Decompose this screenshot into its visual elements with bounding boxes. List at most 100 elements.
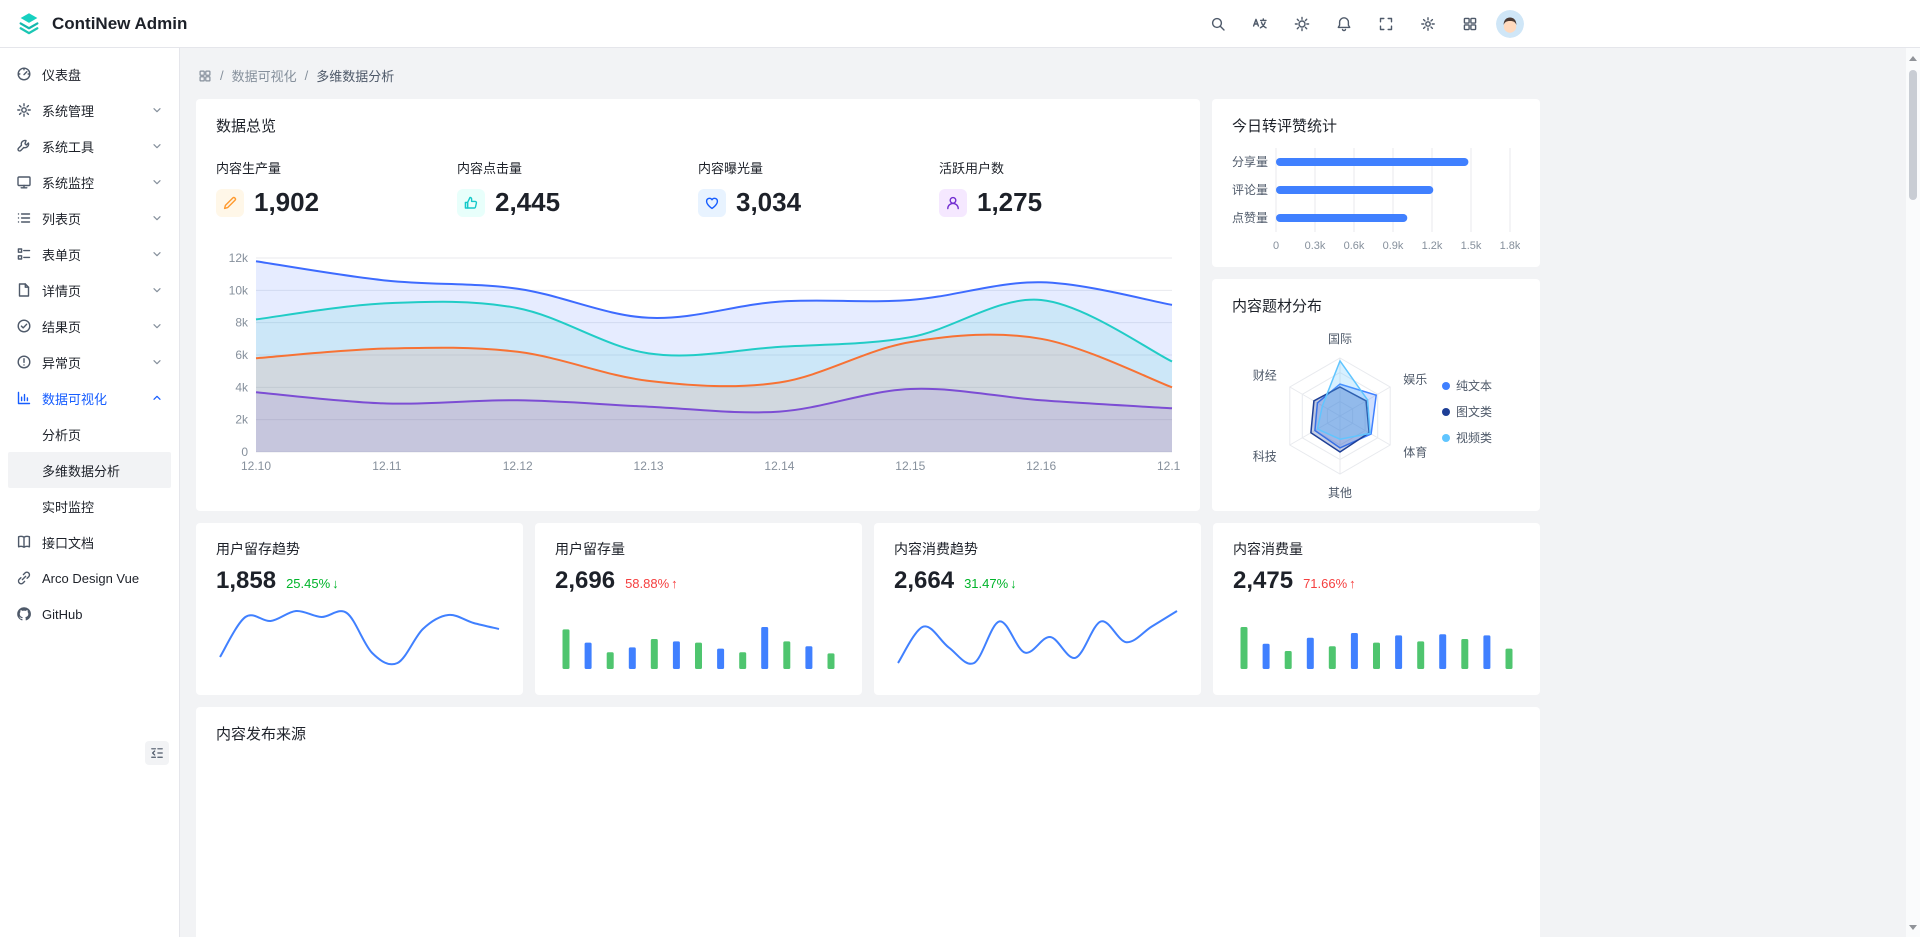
svg-text:体育: 体育 — [1403, 445, 1427, 460]
svg-text:其他: 其他 — [1328, 486, 1352, 500]
app-title: ContiNew Admin — [52, 13, 188, 33]
stat-value: 3,034 — [736, 187, 802, 217]
sidebar-collapse-button[interactable] — [145, 741, 169, 765]
sidebar-item-label: 多维数据分析 — [42, 463, 121, 479]
chevron-down-icon — [151, 248, 163, 260]
stat-content-production: 内容生产量 1,902 — [216, 158, 457, 218]
scrollbar-thumb[interactable] — [1909, 70, 1917, 200]
sidebar-item-label: 结果页 — [42, 319, 82, 335]
svg-text:12.16: 12.16 — [1026, 459, 1056, 473]
notifications-button[interactable] — [1328, 8, 1360, 40]
svg-text:娱乐: 娱乐 — [1403, 373, 1427, 387]
menu-fold-icon — [150, 746, 164, 760]
sidebar-item-system-management[interactable]: 系统管理 — [8, 92, 171, 128]
apps-button[interactable] — [1454, 8, 1486, 40]
search-button[interactable] — [1202, 8, 1234, 40]
stat-value: 1,902 — [254, 187, 320, 217]
svg-text:6k: 6k — [235, 348, 249, 362]
svg-text:纯文本: 纯文本 — [1456, 378, 1492, 393]
sidebar-item-realtime-monitor[interactable]: 实时监控 — [8, 488, 171, 524]
card-content-publish-source: 内容发布来源 — [196, 707, 1540, 937]
chevron-up-icon — [151, 392, 163, 404]
sidebar-item-label: 仪表盘 — [42, 67, 82, 83]
user-avatar[interactable] — [1496, 9, 1524, 38]
chevron-down-icon — [151, 176, 163, 188]
metric-change-percent: 31.47% — [964, 576, 1009, 591]
stat-label: 活跃用户数 — [939, 161, 1005, 176]
sidebar-item-system-tools[interactable]: 系统工具 — [8, 128, 171, 164]
card-title: 数据总览 — [216, 118, 277, 135]
trend-down-arrow-icon: ↓ — [1010, 576, 1017, 591]
metric-value: 2,696 — [555, 567, 616, 594]
card-content-consumption-trend: 内容消费趋势 2,664 31.47% ↓ — [874, 523, 1201, 695]
sidebar-item-api-docs[interactable]: 接口文档 — [8, 524, 171, 560]
vertical-scrollbar[interactable] — [1906, 48, 1920, 937]
sidebar-item-system-monitor[interactable]: 系统监控 — [8, 164, 171, 200]
sidebar-item-multidimensional-analysis[interactable]: 多维数据分析 — [8, 452, 171, 488]
sidebar-item-data-visualization[interactable]: 数据可视化 — [8, 380, 171, 416]
breadcrumb-section[interactable]: 数据可视化 — [231, 69, 297, 84]
card-user-retention-trend: 用户留存趋势 1,858 25.45% ↓ — [196, 523, 523, 695]
svg-text:2k: 2k — [235, 413, 249, 427]
metric-change: 25.45% ↓ — [286, 576, 339, 591]
card-data-overview: 数据总览 内容生产量 1,902 内容点击量 — [196, 99, 1200, 511]
breadcrumb: / 数据可视化 / 多维数据分析 — [198, 66, 1540, 85]
sidebar-item-detail-pages[interactable]: 详情页 — [8, 272, 171, 308]
metric-change: 58.88% ↑ — [625, 576, 678, 591]
sidebar-item-exception-pages[interactable]: 异常页 — [8, 344, 171, 380]
retention-volume-bar-chart — [555, 605, 842, 669]
metric-value: 1,858 — [216, 567, 277, 594]
sidebar-item-result-pages[interactable]: 结果页 — [8, 308, 171, 344]
chevron-down-icon — [151, 320, 163, 332]
check-circle-icon — [16, 318, 32, 334]
metric-value: 2,664 — [894, 567, 955, 594]
monitor-icon — [16, 174, 32, 190]
sidebar-item-label: 分析页 — [42, 427, 82, 443]
card-title: 用户留存量 — [555, 541, 625, 557]
svg-text:0.9k: 0.9k — [1383, 240, 1404, 252]
fullscreen-button[interactable] — [1370, 8, 1402, 40]
card-title: 内容题材分布 — [1232, 298, 1323, 315]
main-content: / 数据可视化 / 多维数据分析 数据总览 内容生产量 1,902 — [180, 48, 1920, 937]
sidebar-item-arco-design-vue[interactable]: Arco Design Vue — [8, 560, 171, 596]
bell-icon — [1336, 16, 1352, 32]
theme-toggle-button[interactable] — [1286, 8, 1318, 40]
fullscreen-icon — [1378, 16, 1394, 32]
svg-text:1.8k: 1.8k — [1500, 240, 1520, 252]
sun-icon — [1294, 16, 1310, 32]
edit-icon — [216, 188, 244, 217]
svg-text:12.15: 12.15 — [895, 459, 925, 473]
sidebar-item-label: Arco Design Vue — [42, 570, 140, 586]
sidebar-item-form-pages[interactable]: 表单页 — [8, 236, 171, 272]
svg-text:国际: 国际 — [1328, 332, 1352, 346]
sidebar-item-analysis-page[interactable]: 分析页 — [8, 416, 171, 452]
sidebar-item-label: 表单页 — [42, 247, 82, 263]
card-user-retention-volume: 用户留存量 2,696 58.88% ↑ — [535, 523, 862, 695]
stat-content-clicks: 内容点击量 2,445 — [457, 158, 698, 218]
overview-area-chart: 0 2k 4k 6k 8k 10k 12k 12.10 12.11 12.12 12.13 12.14… — [216, 248, 1180, 478]
trend-up-arrow-icon: ↑ — [671, 576, 678, 591]
translate-button[interactable] — [1244, 8, 1276, 40]
sidebar-item-list-pages[interactable]: 列表页 — [8, 200, 171, 236]
sidebar-item-dashboard[interactable]: 仪表盘 — [8, 56, 171, 92]
scroll-down-button[interactable] — [1906, 921, 1920, 933]
metric-change: 71.66% ↑ — [1303, 576, 1356, 591]
svg-text:4k: 4k — [235, 380, 249, 394]
metric-cards-row: 用户留存趋势 1,858 25.45% ↓ 用户留存量 2,696 — [196, 523, 1540, 695]
scroll-up-button[interactable] — [1906, 52, 1920, 64]
svg-text:评论量: 评论量 — [1232, 183, 1268, 197]
translate-icon — [1252, 16, 1268, 32]
sidebar-item-label: 系统管理 — [42, 103, 95, 119]
triangle-down-icon — [1909, 924, 1917, 930]
svg-text:10k: 10k — [229, 283, 249, 297]
avatar-image — [1496, 9, 1524, 38]
trend-up-arrow-icon: ↑ — [1349, 576, 1356, 591]
brand[interactable]: ContiNew Admin — [16, 11, 187, 37]
settings-button[interactable] — [1412, 8, 1444, 40]
chevron-down-icon — [151, 356, 163, 368]
apps-grid-icon[interactable] — [198, 69, 212, 83]
app-layout: 仪表盘 系统管理 系统工具 系统监控 列表页 — [0, 48, 1920, 937]
sidebar-item-github[interactable]: GitHub — [8, 596, 171, 632]
consumption-trend-line-chart — [894, 605, 1181, 669]
top-cards-row: 数据总览 内容生产量 1,902 内容点击量 — [196, 99, 1540, 511]
